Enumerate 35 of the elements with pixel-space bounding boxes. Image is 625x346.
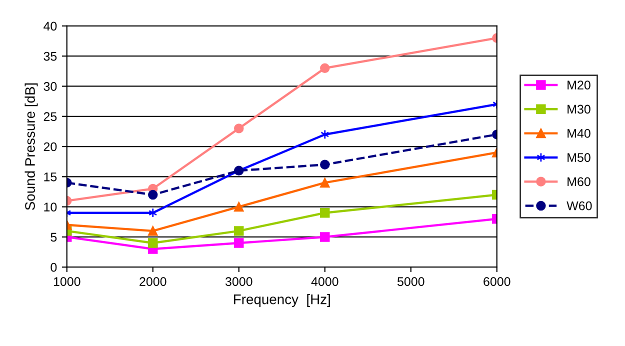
point — [234, 238, 244, 248]
point — [320, 208, 330, 218]
x-tick-label: 6000 — [484, 277, 510, 286]
point — [148, 226, 158, 236]
point — [234, 124, 244, 134]
y-axis-title: Sound Pressure [dB] — [24, 83, 38, 210]
legend-label: W60 — [566, 201, 592, 210]
y-tick-label: 30 — [44, 82, 57, 91]
x-tick-label: 3000 — [225, 277, 252, 286]
x-tick-label: 4000 — [311, 277, 338, 286]
point — [234, 202, 244, 212]
y-tick-label: 15 — [44, 172, 57, 182]
legend-label: M30 — [568, 104, 590, 114]
y-tick-label: 35 — [44, 52, 57, 61]
legend-label: M40 — [568, 128, 590, 138]
point — [320, 178, 330, 188]
point — [148, 238, 158, 248]
y-tick-label: 20 — [44, 142, 57, 152]
y-tick-label: 10 — [44, 202, 57, 212]
y-tick-label: 0 — [50, 262, 57, 272]
y-tick-label: 25 — [44, 112, 57, 122]
x-tick-label: 5000 — [397, 277, 424, 286]
y-tick-label: 40 — [44, 22, 57, 31]
point — [234, 226, 244, 236]
y-tick-label: 5 — [50, 232, 57, 242]
point — [320, 160, 330, 170]
point — [320, 63, 330, 74]
x-tick-label: 1000 — [54, 277, 80, 286]
legend-label: M50 — [568, 153, 590, 162]
x-tick-label: 2000 — [140, 277, 166, 286]
point — [320, 232, 330, 242]
x-axis-title: Frequency [Hz] — [234, 294, 330, 307]
legend-label: M60 — [568, 177, 590, 186]
point — [148, 190, 158, 200]
legend-label: M20 — [568, 80, 590, 90]
